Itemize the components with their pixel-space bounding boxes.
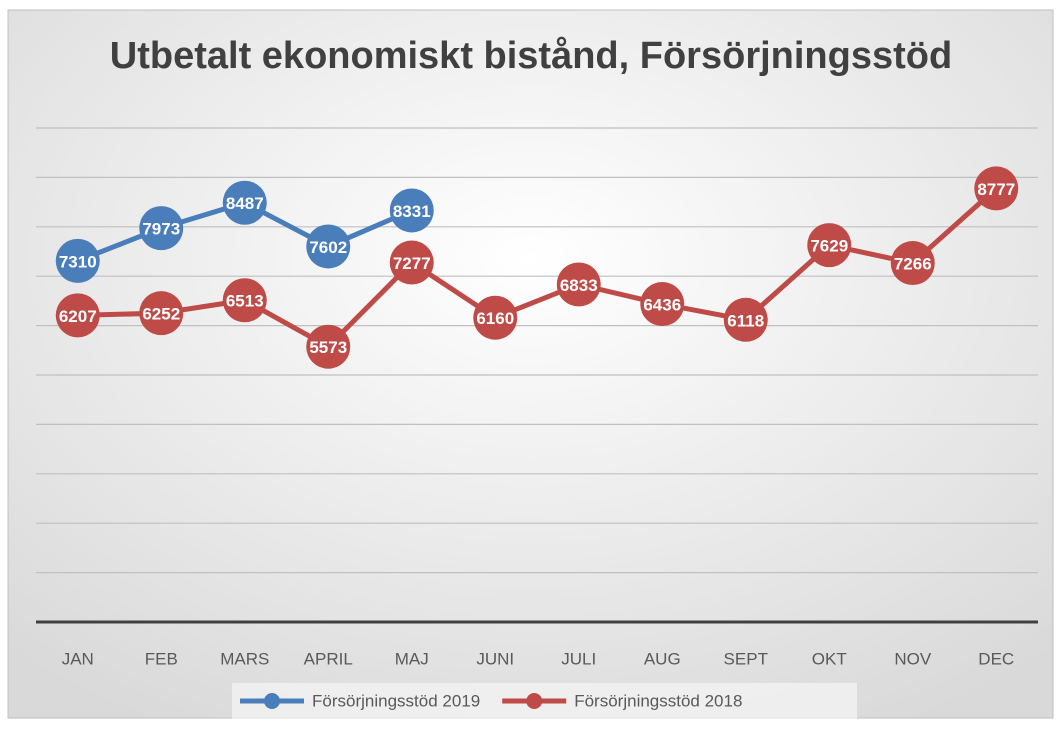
data-label: 6252 bbox=[142, 305, 180, 324]
data-point bbox=[640, 282, 685, 327]
legend: Försörjningsstöd 2019 Försörjningsstöd 20… bbox=[240, 691, 742, 710]
data-label: 6118 bbox=[727, 311, 764, 330]
data-point bbox=[723, 297, 768, 342]
chart-title: Utbetalt ekonomiskt bistånd, Försörjning… bbox=[110, 35, 952, 77]
data-point bbox=[556, 262, 601, 307]
data-label: 8777 bbox=[977, 180, 1015, 199]
data-label: 6513 bbox=[226, 292, 264, 311]
data-label: 6160 bbox=[476, 309, 514, 328]
data-label: 7973 bbox=[142, 220, 180, 239]
data-point bbox=[222, 180, 267, 225]
data-point bbox=[55, 293, 100, 338]
lines: 7310 7973 8487 7602 8331 6207 6252 6513 5573 7277… bbox=[55, 166, 1019, 369]
x-tick-label: OKT bbox=[812, 649, 847, 668]
data-point bbox=[306, 224, 351, 269]
legend-marker bbox=[264, 693, 280, 709]
data-point bbox=[139, 291, 184, 336]
data-point bbox=[974, 166, 1019, 211]
data-point bbox=[139, 206, 184, 251]
x-tick-label: JAN bbox=[62, 649, 94, 668]
data-point bbox=[807, 223, 852, 268]
x-axis: JAN FEB MARS APRIL MAJ JUNI JULI AUG SEPT OKT NOV D… bbox=[62, 649, 1015, 668]
x-tick-label: SEPT bbox=[724, 649, 768, 668]
data-label: 7266 bbox=[894, 255, 932, 274]
data-point bbox=[890, 241, 935, 286]
x-tick-label: MAJ bbox=[395, 649, 429, 668]
data-point bbox=[306, 324, 351, 369]
x-tick-label: DEC bbox=[978, 649, 1014, 668]
chart-background bbox=[7, 9, 1054, 719]
data-label: 6436 bbox=[643, 296, 681, 315]
data-label: 6207 bbox=[59, 307, 97, 326]
legend-label: Försörjningsstöd 2018 bbox=[574, 691, 742, 710]
data-point bbox=[389, 188, 434, 233]
x-tick-label: JUNI bbox=[476, 649, 514, 668]
data-point bbox=[222, 278, 267, 323]
data-point bbox=[55, 238, 100, 283]
x-tick-label: FEB bbox=[145, 649, 178, 668]
x-tick-label: MARS bbox=[220, 649, 269, 668]
data-label: 7310 bbox=[59, 252, 97, 271]
data-label: 8331 bbox=[393, 202, 431, 221]
data-label: 7629 bbox=[810, 237, 848, 256]
x-tick-label: APRIL bbox=[304, 649, 353, 668]
legend-label: Försörjningsstöd 2019 bbox=[312, 691, 480, 710]
x-tick-label: JULI bbox=[561, 649, 596, 668]
data-label: 7277 bbox=[393, 254, 431, 273]
data-point bbox=[389, 240, 434, 285]
data-label: 8487 bbox=[226, 194, 264, 213]
x-tick-label: AUG bbox=[644, 649, 681, 668]
data-point bbox=[473, 295, 518, 340]
data-label: 6833 bbox=[560, 276, 598, 295]
legend-marker bbox=[526, 693, 543, 709]
grid bbox=[36, 127, 1038, 624]
x-tick-label: NOV bbox=[894, 649, 932, 668]
data-label: 7602 bbox=[309, 238, 347, 257]
data-label: 5573 bbox=[309, 338, 347, 357]
